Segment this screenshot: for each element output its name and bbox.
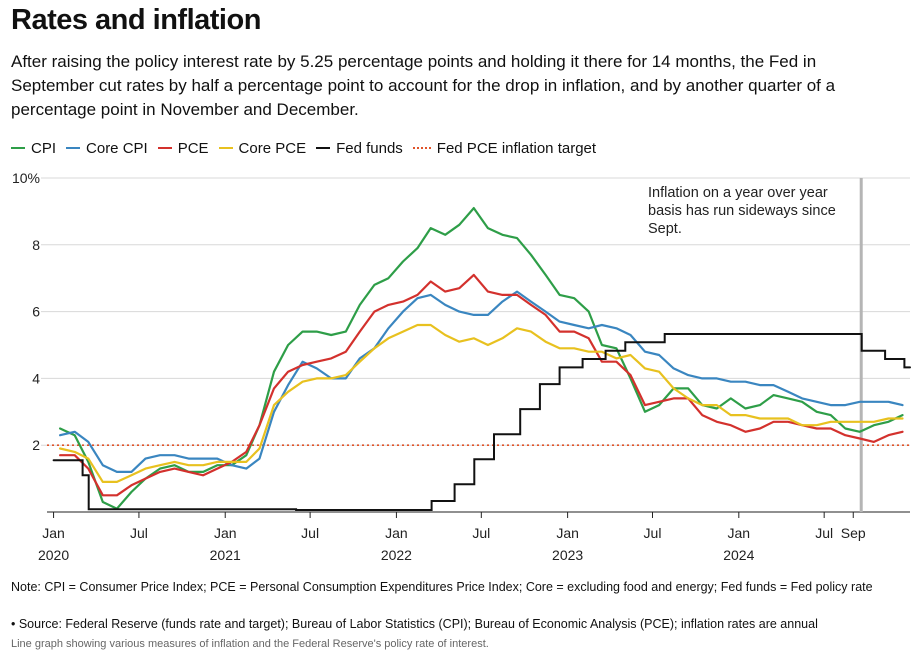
annotation-text: Inflation on a year over year [648, 185, 828, 201]
legend-label-fed-funds: Fed funds [336, 139, 403, 157]
legend-swatch-inflation-target [412, 147, 431, 149]
line-chart: 10% 8 6 4 2 Jan 2020 Jul Jan 2021 Jul Jan 2022 Jul Jan… [12, 170, 911, 563]
chart-title: Rates and inflation [11, 4, 261, 36]
x-tick-label: Jul [644, 525, 662, 541]
x-tick-label: Jan [728, 525, 751, 541]
x-tick-label: Jan [214, 525, 237, 541]
x-tick-year-label: 2021 [210, 547, 241, 563]
x-tick-year-label: 2020 [38, 547, 69, 563]
x-tick-label: Jul [301, 525, 319, 541]
legend-label-core-cpi: Core CPI [86, 139, 148, 157]
legend-swatch-core-pce [218, 147, 233, 149]
annotation-text: Sept. [648, 221, 682, 237]
chart-source: • Source: Federal Reserve (funds rate an… [11, 617, 818, 631]
legend-label-pce: PCE [177, 139, 209, 157]
annotation-text: basis has run sideways since [648, 203, 836, 219]
x-tick-label: Jan [42, 525, 65, 541]
chart-note: Note: CPI = Consumer Price Index; PCE = … [11, 580, 873, 594]
chart-alt-text: Line graph showing various measures of i… [11, 638, 489, 650]
legend-item-cpi: CPI [11, 140, 56, 157]
legend-label-cpi: CPI [31, 139, 57, 157]
x-tick-label: Jul [815, 525, 833, 541]
x-tick-year-label: 2022 [381, 547, 412, 563]
series-line-core-pce [59, 323, 904, 483]
chart-legend: CPI Core CPI PCE Core PCE Fed funds Fed … [11, 138, 606, 158]
legend-item-fed-funds: Fed funds [316, 140, 403, 157]
series-line-cpi [59, 207, 904, 510]
legend-item-core-cpi: Core CPI [66, 140, 148, 157]
legend-swatch-core-cpi [66, 147, 81, 149]
legend-swatch-cpi [11, 147, 25, 149]
legend-item-pce: PCE [157, 139, 209, 157]
x-tick-label: Jul [472, 525, 490, 541]
legend-item-inflation-target: Fed PCE inflation target [412, 139, 597, 157]
x-tick-label: Sep [841, 525, 866, 541]
legend-label-core-pce: Core PCE [238, 139, 307, 157]
series-line-fed-funds [52, 333, 911, 511]
y-tick-label: 6 [32, 304, 40, 320]
series-line-pce [59, 273, 904, 497]
y-tick-label: 4 [32, 370, 40, 386]
legend-label-inflation-target: Fed PCE inflation target [436, 139, 597, 157]
y-tick-label: 2 [32, 437, 40, 453]
x-tick-year-label: 2024 [723, 547, 754, 563]
y-tick-label: 8 [32, 237, 40, 253]
x-tick-label: Jan [385, 525, 408, 541]
x-tick-label: Jul [130, 525, 148, 541]
legend-swatch-fed-funds [316, 147, 331, 149]
x-tick-label: Jan [556, 525, 579, 541]
legend-swatch-pce [157, 147, 172, 149]
y-tick-label: 10% [12, 170, 40, 186]
legend-item-core-pce: Core PCE [218, 139, 307, 157]
x-tick-year-label: 2023 [552, 547, 583, 563]
series-line-core-cpi [59, 290, 904, 473]
chart-subtitle: After raising the policy interest rate b… [11, 52, 836, 119]
